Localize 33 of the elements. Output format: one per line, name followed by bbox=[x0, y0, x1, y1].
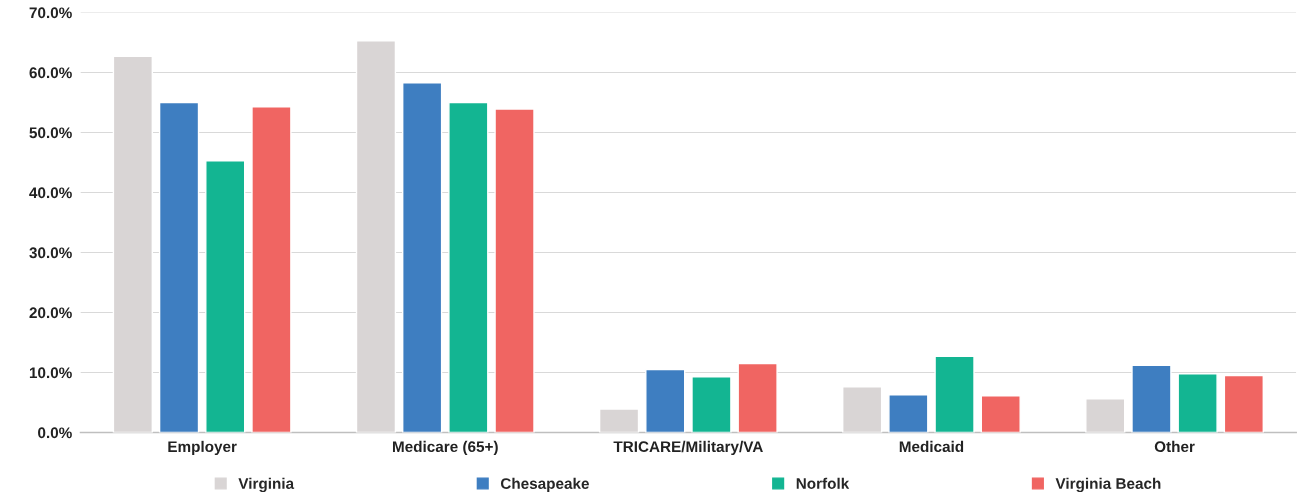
y-tick-label: 60.0% bbox=[29, 67, 72, 79]
bar bbox=[888, 394, 929, 433]
y-tick-label: 20.0% bbox=[29, 307, 72, 319]
x-tick-label: Other bbox=[1154, 440, 1195, 453]
y-tick-label: 40.0% bbox=[29, 187, 72, 199]
y-tick-label: 70.0% bbox=[29, 7, 72, 19]
bar bbox=[1223, 374, 1264, 433]
bar bbox=[691, 376, 732, 433]
x-tick-label: Employer bbox=[168, 440, 237, 456]
bar bbox=[251, 106, 292, 433]
legend-label: Norfolk bbox=[796, 477, 850, 489]
legend-label: Virginia Beach bbox=[1055, 477, 1161, 493]
bar bbox=[1177, 373, 1218, 433]
x-tick-label: Medicare (65+) bbox=[392, 440, 498, 456]
bar bbox=[645, 368, 686, 433]
bar bbox=[402, 82, 443, 433]
x-tick-label: Medicaid bbox=[899, 440, 964, 453]
bar bbox=[494, 108, 535, 433]
legend-label: Chesapeake bbox=[500, 477, 589, 492]
legend-label: Virginia bbox=[238, 477, 295, 493]
bar bbox=[448, 101, 489, 433]
bar bbox=[737, 362, 778, 433]
bar bbox=[598, 408, 640, 433]
y-tick-label: 10.0% bbox=[29, 367, 72, 379]
bar bbox=[158, 101, 200, 433]
bar bbox=[205, 160, 246, 433]
y-tick-label: 30.0% bbox=[29, 247, 72, 259]
bar bbox=[980, 395, 1021, 433]
bar bbox=[842, 386, 883, 433]
x-tick-label: TRICARE/Military/VA bbox=[613, 440, 763, 456]
bar bbox=[934, 355, 975, 433]
y-tick-label: 50.0% bbox=[29, 127, 72, 139]
y-tick-label: 0.0% bbox=[38, 427, 72, 439]
